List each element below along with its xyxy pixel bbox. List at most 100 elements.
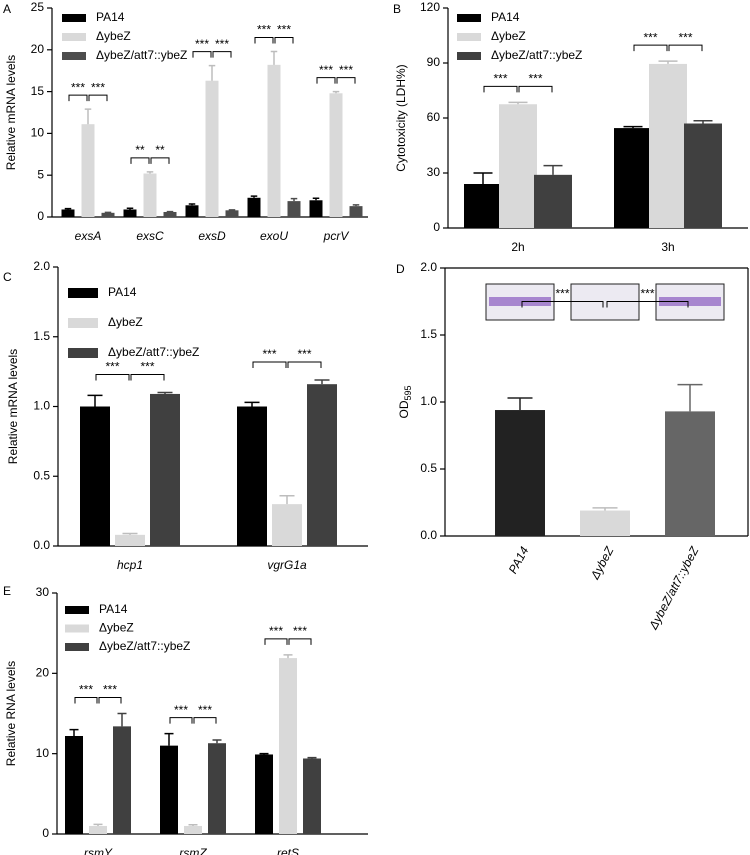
legend-swatch [62, 14, 86, 22]
significance-label: *** [198, 703, 212, 717]
panel-letter: C [3, 270, 12, 284]
legend-swatch [68, 318, 98, 328]
bar [185, 205, 199, 217]
error-bar [623, 125, 643, 129]
error-bar [84, 108, 92, 125]
error-bar [146, 171, 154, 174]
error-bar [693, 120, 713, 124]
bar [499, 104, 537, 228]
x-tick-label: exsD [198, 229, 226, 243]
significance-bracket [668, 44, 703, 52]
legend-swatch [65, 624, 89, 633]
x-tick-label: hcp1 [117, 558, 143, 572]
error-bar [332, 90, 340, 94]
x-tick-label: vgrG1a [267, 558, 307, 572]
bar [65, 735, 83, 834]
bar [684, 123, 722, 228]
bar [205, 80, 219, 218]
bar [495, 410, 545, 536]
error-bar [188, 824, 198, 826]
significance-bracket [336, 77, 356, 84]
error-bar [658, 60, 678, 64]
significance-bracket [130, 374, 165, 381]
y-axis-label-subscript: 595 [403, 385, 413, 400]
significance-label: *** [528, 72, 542, 86]
significance-label: *** [195, 37, 209, 51]
legend-label: ΔybeZ [99, 621, 134, 635]
error-bar [122, 532, 138, 535]
bar [163, 211, 177, 217]
y-axis-label: Relative RNA levels [4, 661, 18, 766]
legend-swatch [457, 33, 481, 41]
error-bar [314, 379, 330, 385]
significance-label: *** [643, 30, 657, 44]
bar [101, 212, 115, 217]
bar [115, 534, 145, 546]
legend-label: PA14 [96, 10, 125, 24]
bar [307, 384, 337, 546]
significance-bracket [68, 94, 88, 102]
significance-bracket [212, 51, 232, 58]
significance-bracket [95, 374, 130, 381]
bar [329, 93, 343, 217]
bar [665, 411, 715, 536]
y-tick-label: 0 [42, 826, 49, 840]
y-tick-label: 1.0 [420, 394, 437, 408]
legend-label: ΔybeZ [108, 315, 143, 329]
error-bar [473, 172, 493, 184]
significance-label: *** [91, 80, 105, 94]
y-tick-label: 30 [427, 165, 441, 179]
legend-swatch [457, 14, 481, 22]
legend-swatch [62, 33, 86, 41]
significance-bracket [130, 157, 150, 164]
y-axis-label-text: Relative mRNA levels [4, 55, 18, 170]
y-tick-label: 20 [31, 42, 45, 56]
bar [237, 406, 267, 546]
error-bar [69, 728, 79, 736]
panel-letter: B [393, 2, 401, 16]
bar [303, 758, 321, 834]
error-bar [250, 195, 258, 198]
significance-bracket [98, 697, 122, 704]
gel-band [659, 297, 721, 306]
y-tick-label: 0.0 [420, 528, 437, 542]
y-tick-label: 0.5 [420, 461, 437, 475]
y-tick-label: 2.0 [420, 260, 437, 274]
significance-bracket [193, 717, 217, 724]
bar [464, 184, 502, 228]
bar [272, 504, 302, 546]
significance-bracket [192, 51, 212, 58]
significance-label: *** [319, 63, 333, 77]
y-tick-label: 1.5 [420, 327, 437, 341]
error-bar [164, 732, 174, 746]
significance-label: *** [174, 703, 188, 717]
panel-letter: A [3, 2, 11, 16]
bar [614, 128, 652, 228]
y-tick-label: 25 [31, 0, 45, 14]
y-axis-label-text: Cytotoxicity (LDH%) [394, 64, 408, 171]
bar [143, 173, 157, 217]
significance-label: *** [555, 287, 569, 301]
significance-label: ** [135, 143, 145, 157]
significance-bracket [264, 638, 288, 645]
significance-bracket [288, 638, 312, 645]
error-bar [93, 823, 103, 826]
legend-swatch [457, 52, 481, 60]
y-tick-label: 5 [37, 167, 44, 181]
significance-bracket [150, 157, 170, 164]
error-bar [87, 394, 103, 407]
legend-swatch [68, 288, 98, 298]
y-tick-label: 1.5 [33, 329, 50, 343]
bar [184, 825, 202, 834]
bar [123, 209, 137, 217]
significance-bracket [88, 94, 108, 102]
error-bar [677, 383, 703, 412]
y-axis-label: OD595 [397, 385, 413, 418]
significance-bracket [518, 85, 553, 93]
y-axis-label: Relative mRNA levels [4, 55, 18, 170]
y-axis-label-text: Relative RNA levels [4, 661, 18, 766]
legend-swatch [65, 643, 89, 651]
legend-label: ΔybeZ/att7::ybeZ [108, 345, 199, 359]
significance-label: *** [215, 37, 229, 51]
significance-label: *** [293, 624, 307, 638]
